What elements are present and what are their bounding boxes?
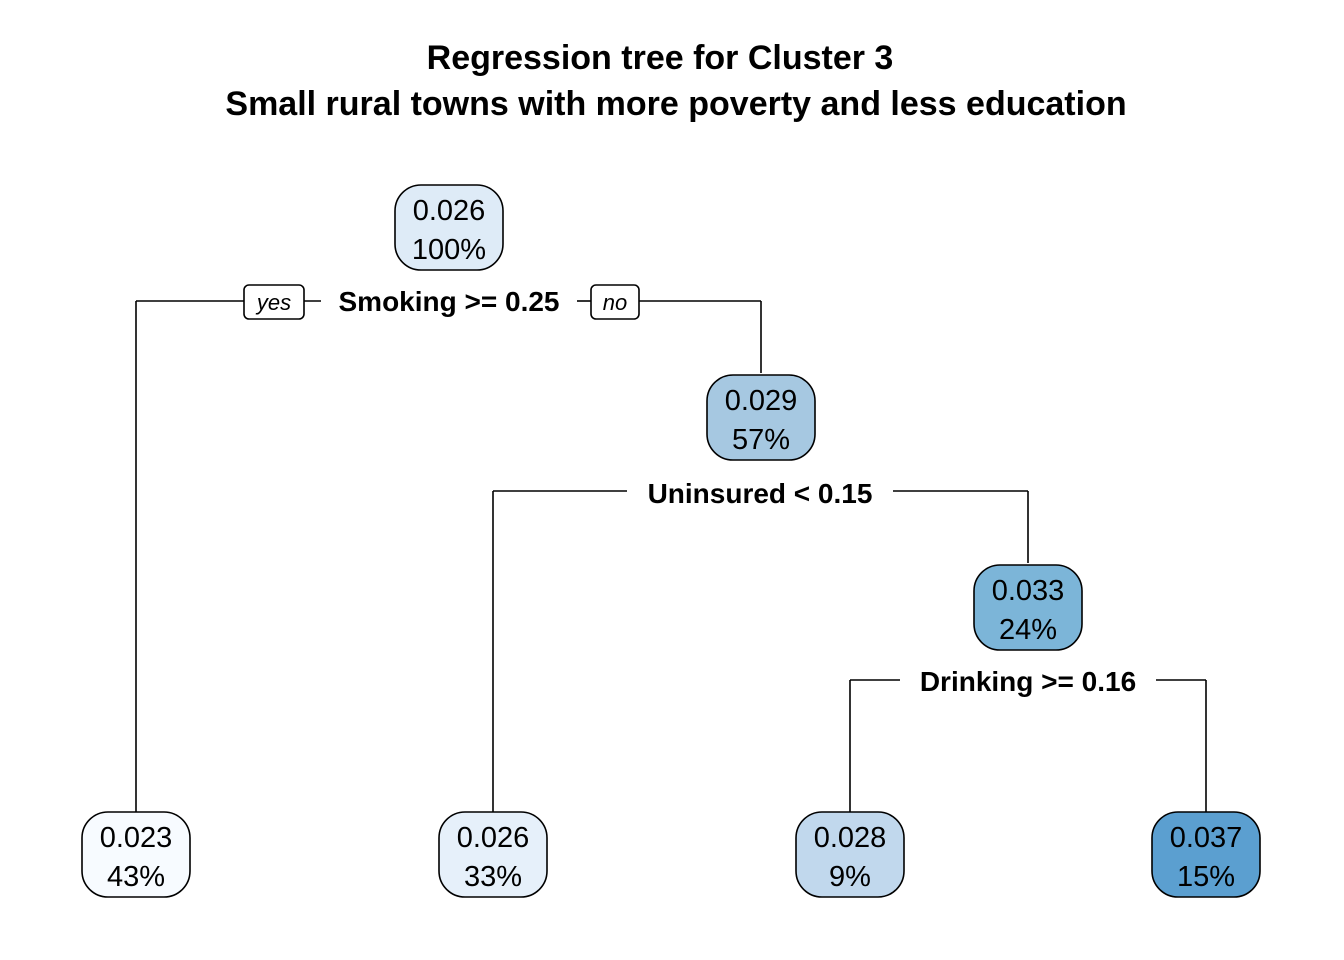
leaf-node-4: 0.037 15% xyxy=(1151,811,1261,898)
node-2-percent: 57% xyxy=(732,424,790,456)
node-3: 0.033 24% xyxy=(973,564,1083,651)
svg-text:yes: yes xyxy=(255,290,291,315)
no-label: no xyxy=(590,284,640,320)
node-3-value: 0.033 xyxy=(992,575,1065,607)
leaf-node-2: 0.026 33% xyxy=(438,811,548,898)
split-label-smoking: Smoking >= 0.25 xyxy=(339,286,560,317)
node-2: 0.029 57% xyxy=(706,374,816,461)
leaf-1-value: 0.023 xyxy=(100,822,173,854)
leaf-2-percent: 33% xyxy=(464,861,522,893)
node-3-percent: 24% xyxy=(999,614,1057,646)
tree-edges xyxy=(135,300,1207,813)
title-line-2: Small rural towns with more poverty and … xyxy=(225,85,1126,123)
leaf-3-percent: 9% xyxy=(829,861,871,893)
split-label-uninsured: Uninsured < 0.15 xyxy=(648,478,873,509)
leaf-1-percent: 43% xyxy=(107,861,165,893)
node-2-value: 0.029 xyxy=(725,385,798,417)
svg-text:no: no xyxy=(603,290,627,315)
yes-label: yes xyxy=(243,284,305,320)
node-root-percent: 100% xyxy=(412,234,486,266)
leaf-4-value: 0.037 xyxy=(1170,822,1243,854)
node-root-value: 0.026 xyxy=(413,195,486,227)
split-label-drinking: Drinking >= 0.16 xyxy=(920,666,1136,697)
leaf-2-value: 0.026 xyxy=(457,822,530,854)
title-line-1: Regression tree for Cluster 3 xyxy=(427,39,894,77)
leaf-node-3: 0.028 9% xyxy=(795,811,905,898)
node-root: 0.026 100% xyxy=(394,184,504,271)
leaf-4-percent: 15% xyxy=(1177,861,1235,893)
leaf-3-value: 0.028 xyxy=(814,822,887,854)
leaf-node-1: 0.023 43% xyxy=(81,811,191,898)
